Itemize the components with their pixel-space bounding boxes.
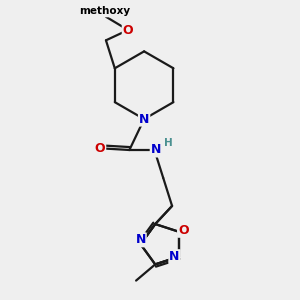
Text: H: H: [164, 138, 173, 148]
Text: N: N: [139, 112, 149, 126]
Text: methoxy: methoxy: [79, 7, 130, 16]
Text: N: N: [135, 233, 146, 246]
Text: O: O: [123, 23, 133, 37]
Text: N: N: [151, 143, 161, 157]
Text: O: O: [178, 224, 189, 237]
Text: N: N: [169, 250, 180, 263]
Text: O: O: [94, 142, 105, 155]
